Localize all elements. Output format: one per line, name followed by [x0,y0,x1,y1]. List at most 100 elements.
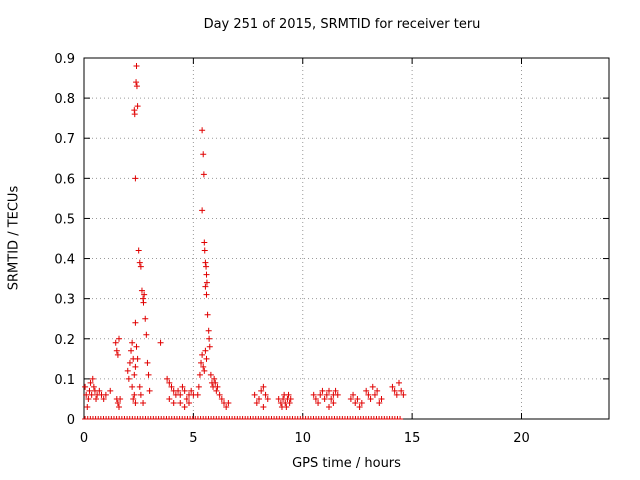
y-tick-label: 0.8 [54,92,75,107]
data-point-marker [88,391,95,398]
grid-lines [84,58,609,419]
y-tick-label: 0.7 [54,132,75,147]
data-point-marker [310,391,317,398]
data-point-marker [140,399,147,406]
data-point-marker [205,327,212,334]
data-point-marker [199,207,206,214]
data-point-marker [218,395,225,402]
data-point-marker [214,383,221,390]
data-points [82,63,407,420]
data-point-marker [194,391,201,398]
data-point-marker [82,383,89,390]
data-point-marker [132,175,139,182]
data-point-marker [200,363,207,370]
x-tick-label: 5 [189,431,197,446]
x-tick-labels: 0 5 10 15 20 [80,431,530,446]
data-point-marker [196,371,203,378]
data-point-marker [328,395,335,402]
data-point-marker [89,375,96,382]
data-point-marker [183,395,190,402]
data-point-marker [363,387,370,394]
data-point-marker [177,391,184,398]
y-tick-label: 0.5 [54,212,75,227]
y-tick-label: 0.2 [54,333,75,348]
data-point-marker [398,387,405,394]
y-tick-label: 0.1 [54,373,75,388]
data-point-marker [198,359,205,366]
data-point-marker [371,391,378,398]
x-axis-label: GPS time / hours [292,456,401,471]
data-point-marker [354,395,361,402]
data-point-marker [131,391,138,398]
data-point-marker [138,287,145,294]
data-point-marker [365,391,372,398]
data-point-marker [83,391,90,398]
data-point-marker [260,403,267,410]
data-point-marker [319,387,326,394]
y-tick-label: 0.4 [54,253,75,268]
data-point-marker [188,387,195,394]
chart-title: Day 251 of 2015, SRMTID for receiver ter… [203,17,481,32]
data-point-marker [334,391,341,398]
data-point-marker [133,79,140,86]
data-point-marker [389,383,396,390]
data-point-marker [203,271,210,278]
data-point-marker [140,299,147,306]
data-point-marker [142,315,149,322]
data-point-marker [175,387,182,394]
data-point-marker [136,259,143,266]
data-point-marker [203,279,210,286]
data-point-marker [376,399,383,406]
data-point-marker [391,387,398,394]
plot-frame [83,57,610,420]
data-point-marker [326,403,332,410]
data-point-marker [134,355,141,362]
data-point-marker [100,395,107,402]
data-point-marker [143,331,150,338]
data-point-marker [207,371,214,378]
data-point-marker [258,387,265,394]
data-point-marker [137,391,144,398]
y-axis-label: SRMTID / TECUs [6,185,22,291]
data-point-marker [141,291,148,298]
x-tick-label: 15 [404,431,421,446]
data-point-marker [129,383,136,390]
data-point-marker [202,259,209,266]
data-point-marker [132,319,139,326]
data-point-marker [332,387,339,394]
data-point-marker [135,247,142,254]
data-point-marker [203,291,210,298]
data-point-marker [126,359,133,366]
data-point-marker [114,399,121,406]
data-point-marker [117,395,124,402]
data-point-marker [251,391,258,398]
data-point-marker [177,399,184,406]
data-point-marker [200,171,207,178]
data-point-marker [112,339,119,346]
data-point-marker [358,399,365,406]
data-point-marker [326,387,332,394]
data-point-marker [181,403,188,410]
data-point-marker [206,335,213,342]
y-tick-label: 0.6 [54,172,75,187]
data-point-marker [90,383,97,390]
data-point-marker [203,263,210,270]
y-tick-label: 0.9 [54,52,75,67]
data-point-marker [85,395,92,402]
data-point-marker [144,359,151,366]
data-point-marker [157,339,164,346]
data-point-marker [204,311,211,318]
data-point-marker [186,399,192,406]
data-point-marker [225,399,232,406]
y-tick-label: 0 [67,413,75,428]
data-point-marker [202,283,209,290]
data-point-marker [201,239,208,246]
data-point-marker [256,395,262,402]
data-point-marker [168,383,175,390]
data-point-marker [181,387,188,394]
data-point-marker [400,391,407,398]
data-point-marker [195,383,202,390]
data-point-marker [369,383,376,390]
data-point-marker [125,375,132,382]
